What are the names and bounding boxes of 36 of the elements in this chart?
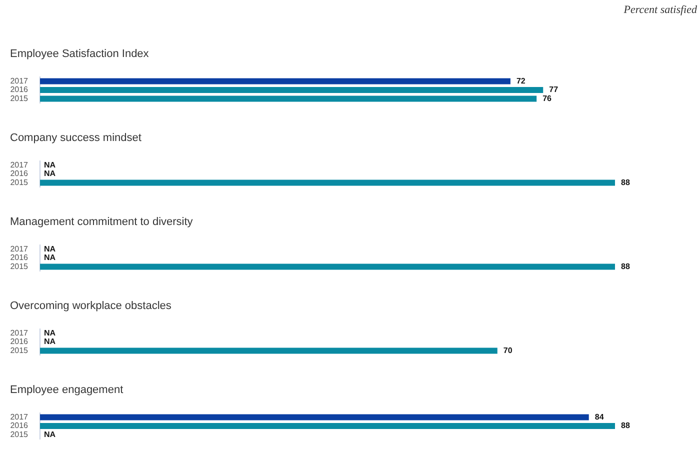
data-label: 77 xyxy=(549,85,559,94)
text: NA xyxy=(44,328,56,338)
data-label: 88 xyxy=(621,262,630,272)
text: NA xyxy=(44,244,56,254)
y-tick-label: 2017 xyxy=(10,328,29,338)
y-tick-label: 2016 xyxy=(10,337,29,346)
chart-title: Employee Satisfaction Index xyxy=(9,47,150,62)
text: NA xyxy=(44,430,56,440)
data-label: 88 xyxy=(621,178,630,188)
y-tick-label: 2016 xyxy=(10,85,29,94)
chart-title: Overcoming workplace obstacles xyxy=(9,299,172,314)
data-label: 88 xyxy=(621,421,630,430)
chart-title: Employee engagement xyxy=(9,383,124,398)
data-label: 84 xyxy=(594,412,604,422)
y-tick-label: 2015 xyxy=(10,346,29,356)
y-tick-label: 2017 xyxy=(10,160,29,170)
chart-title: Management commitment to diversity xyxy=(9,215,194,230)
data-label: 76 xyxy=(542,94,552,104)
y-tick-label: 2017 xyxy=(10,244,29,254)
y-tick-label: 2015 xyxy=(10,178,29,188)
y-tick-label: 2017 xyxy=(10,412,29,422)
data-label: 70 xyxy=(503,346,513,356)
data-label: 72 xyxy=(516,76,526,86)
text: NA xyxy=(44,169,56,178)
y-tick-label: 2015 xyxy=(10,430,29,440)
y-tick-label: 2015 xyxy=(10,94,29,104)
y-tick-label: 2016 xyxy=(10,169,29,178)
y-tick-label: 2015 xyxy=(10,262,29,272)
text: NA xyxy=(44,160,56,170)
text: Percent satisfied xyxy=(624,4,697,16)
y-tick-label: 2016 xyxy=(10,421,29,430)
y-tick-label: 2016 xyxy=(10,253,29,262)
text: NA xyxy=(44,253,56,262)
text: NA xyxy=(44,337,56,346)
chart-title: Company success mindset xyxy=(9,131,142,146)
y-tick-label: 2017 xyxy=(10,76,29,86)
